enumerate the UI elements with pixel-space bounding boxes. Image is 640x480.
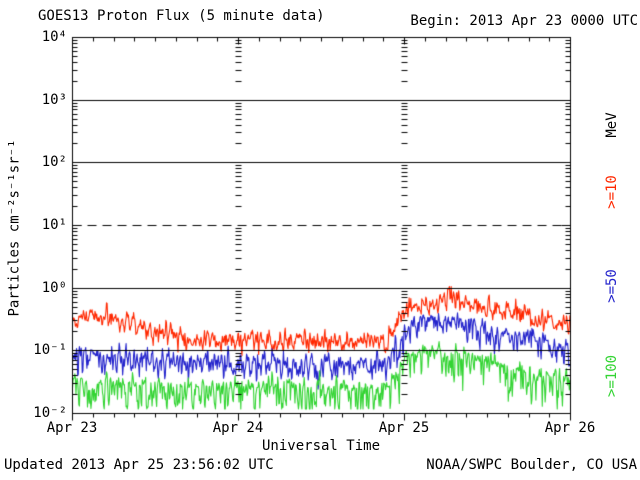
x-tick-label: Apr 26 bbox=[544, 420, 596, 436]
y-tick-label: 10⁴ bbox=[41, 29, 67, 45]
y-axis-label: Particles cm⁻²s⁻¹sr⁻¹ bbox=[6, 139, 23, 317]
y-tick-label: 10⁻² bbox=[33, 405, 67, 421]
x-tick-label: Apr 23 bbox=[46, 420, 98, 436]
y-tick-label: 10¹ bbox=[41, 217, 67, 233]
x-axis-label: Universal Time bbox=[261, 438, 381, 454]
x-tick-label: Apr 25 bbox=[378, 420, 430, 436]
legend-entry-ge10: >=10 bbox=[604, 175, 620, 209]
source-credit: NOAA/SWPC Boulder, CO USA bbox=[426, 457, 637, 473]
y-tick-label: 10² bbox=[41, 154, 67, 171]
x-tick-label: Apr 24 bbox=[212, 420, 264, 436]
legend-unit-label: MeV bbox=[604, 112, 620, 138]
y-tick-label: 10³ bbox=[41, 91, 67, 108]
legend-entry-ge50: >=50 bbox=[604, 269, 620, 303]
begin-timestamp: Begin: 2013 Apr 23 0000 UTC bbox=[410, 13, 638, 29]
updated-timestamp: Updated 2013 Apr 25 23:56:02 UTC bbox=[4, 457, 274, 473]
y-tick-label: 10⁰ bbox=[41, 279, 67, 296]
legend-entry-ge100: >=100 bbox=[604, 354, 620, 398]
y-tick-label: 10⁻¹ bbox=[33, 342, 67, 359]
chart-title: GOES13 Proton Flux (5 minute data) bbox=[38, 8, 325, 24]
